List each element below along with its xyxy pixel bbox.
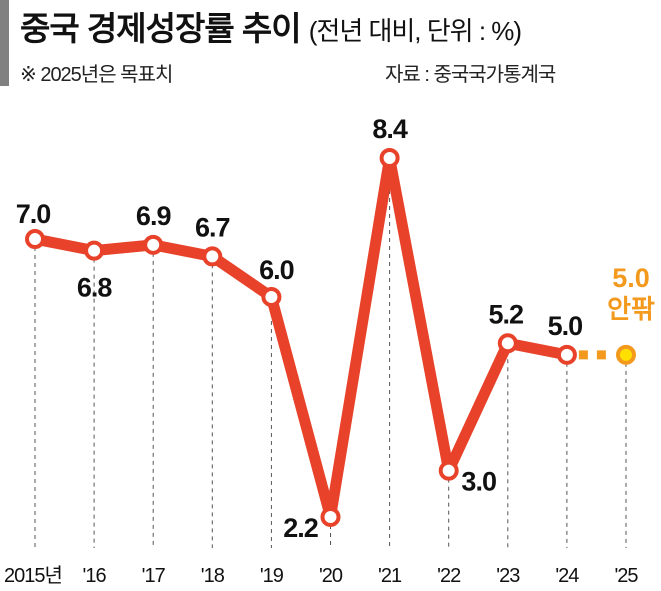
- title-accent-bar: [0, 0, 9, 86]
- data-point: [25, 229, 45, 250]
- data-point: [143, 234, 164, 255]
- data-point: [261, 286, 282, 307]
- data-label: 6.8: [77, 273, 113, 303]
- data-label: 5.0: [548, 311, 583, 341]
- chart-subtitle: (전년 대비, 단위 : %): [308, 16, 522, 46]
- chart-title: 중국 경제성장률 추이 (전년 대비, 단위 : %): [20, 2, 522, 50]
- data-point: [320, 506, 341, 527]
- data-point: [497, 333, 518, 354]
- data-label: 6.0: [259, 255, 294, 285]
- note: ※ 2025년은 목표치: [20, 64, 173, 86]
- x-tick-label: '25: [614, 565, 638, 587]
- data-point: [438, 460, 459, 481]
- data-label: 8.4: [372, 114, 408, 144]
- data-point: [84, 240, 105, 261]
- source: 자료 : 중국국가통계국: [385, 64, 556, 86]
- target-sublabel: 안팎: [607, 294, 655, 324]
- x-tick-label: '24: [555, 565, 579, 587]
- x-tick-label: '23: [496, 565, 520, 587]
- x-tick-label: '18: [201, 565, 225, 587]
- data-point: [379, 148, 400, 168]
- data-label: 6.9: [136, 201, 172, 231]
- data-label: 7.0: [16, 199, 51, 229]
- data-point: [202, 246, 223, 267]
- x-tick-label: '16: [83, 565, 107, 587]
- data-label: 2.2: [283, 513, 318, 543]
- x-tick-label: '20: [319, 565, 343, 587]
- x-tick-label: '21: [378, 565, 402, 587]
- data-label: 5.2: [489, 299, 524, 329]
- data-label: 6.7: [195, 212, 230, 242]
- target-label: 5.0: [612, 263, 650, 293]
- target-point: [616, 344, 636, 365]
- title-text: 중국 경제성장률 추이: [20, 10, 302, 47]
- data-point: [556, 344, 577, 365]
- x-tick-label: 2015년: [4, 564, 62, 587]
- x-tick-label: '22: [437, 565, 461, 587]
- series-line: [33, 152, 568, 523]
- x-tick-label: '19: [260, 565, 284, 587]
- x-tick-label: '17: [142, 565, 166, 587]
- data-label: 3.0: [461, 467, 496, 497]
